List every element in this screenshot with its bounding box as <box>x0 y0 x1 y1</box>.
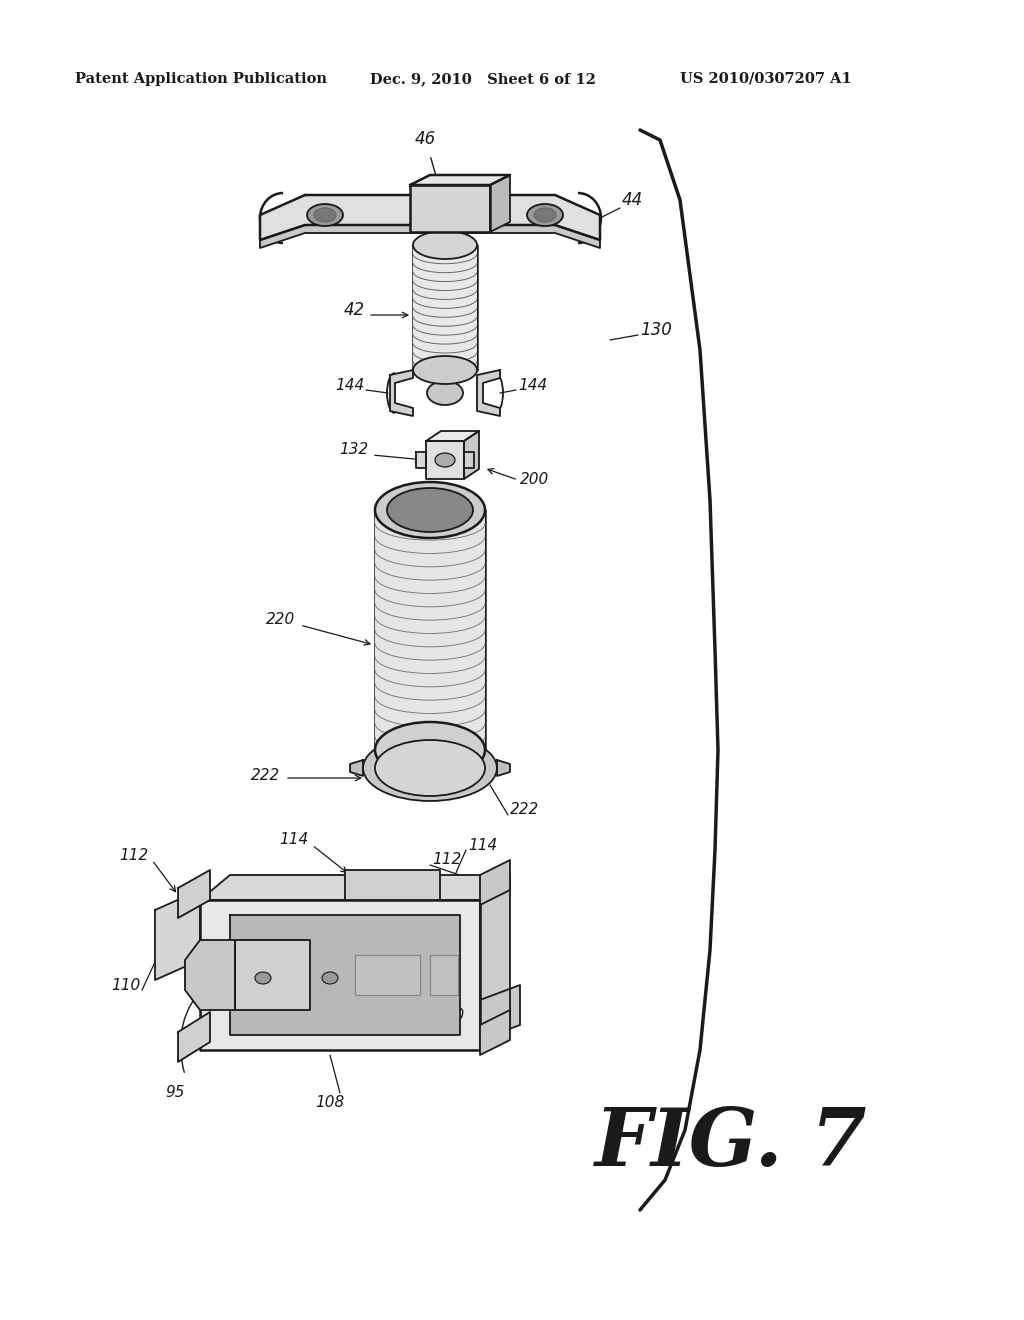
Text: 132: 132 <box>339 442 368 458</box>
Text: US 2010/0307207 A1: US 2010/0307207 A1 <box>680 73 852 86</box>
Text: 114: 114 <box>279 833 308 847</box>
Polygon shape <box>464 451 474 469</box>
Polygon shape <box>426 441 464 479</box>
Text: 114: 114 <box>468 837 498 853</box>
Polygon shape <box>230 915 460 1035</box>
Ellipse shape <box>427 381 463 405</box>
Text: 200: 200 <box>520 473 549 487</box>
Polygon shape <box>413 246 477 370</box>
Polygon shape <box>390 370 413 416</box>
Polygon shape <box>480 861 510 906</box>
Ellipse shape <box>362 735 497 801</box>
Ellipse shape <box>314 209 336 222</box>
Text: 42: 42 <box>344 301 365 319</box>
Text: 46: 46 <box>415 129 435 148</box>
Text: 222: 222 <box>510 803 540 817</box>
Ellipse shape <box>375 741 485 796</box>
Text: 144: 144 <box>336 378 365 392</box>
Polygon shape <box>185 940 234 1010</box>
Ellipse shape <box>322 972 338 983</box>
Polygon shape <box>480 1010 510 1055</box>
Polygon shape <box>490 176 510 232</box>
Polygon shape <box>178 1012 210 1063</box>
Ellipse shape <box>435 453 455 467</box>
Polygon shape <box>426 432 479 441</box>
Ellipse shape <box>375 722 485 777</box>
Polygon shape <box>178 870 210 917</box>
Text: Dec. 9, 2010   Sheet 6 of 12: Dec. 9, 2010 Sheet 6 of 12 <box>370 73 596 86</box>
Ellipse shape <box>255 972 271 983</box>
Text: 130: 130 <box>640 321 672 339</box>
Polygon shape <box>464 432 479 479</box>
Text: 95: 95 <box>165 1085 184 1100</box>
Text: 112: 112 <box>432 853 461 867</box>
Ellipse shape <box>413 231 477 259</box>
Text: 44: 44 <box>622 191 643 209</box>
Polygon shape <box>480 875 510 1049</box>
Polygon shape <box>260 195 600 240</box>
Text: FIG. 7: FIG. 7 <box>595 1105 867 1183</box>
Polygon shape <box>350 760 362 776</box>
Text: 220: 220 <box>266 612 295 627</box>
Text: 108: 108 <box>315 1096 345 1110</box>
Text: 112: 112 <box>119 847 148 862</box>
Text: 144: 144 <box>518 378 547 392</box>
Polygon shape <box>430 954 458 995</box>
Text: Patent Application Publication: Patent Application Publication <box>75 73 327 86</box>
Text: 110: 110 <box>435 1007 464 1023</box>
Polygon shape <box>410 185 490 232</box>
Ellipse shape <box>307 205 343 226</box>
Polygon shape <box>345 870 440 900</box>
Polygon shape <box>200 900 480 1049</box>
Polygon shape <box>477 370 500 416</box>
Ellipse shape <box>413 356 477 384</box>
Polygon shape <box>234 940 310 1010</box>
Polygon shape <box>480 985 520 1040</box>
Polygon shape <box>375 510 485 750</box>
Polygon shape <box>416 451 426 469</box>
Polygon shape <box>260 224 600 248</box>
Text: 222: 222 <box>251 767 280 783</box>
Ellipse shape <box>527 205 563 226</box>
Ellipse shape <box>375 482 485 539</box>
Polygon shape <box>410 176 510 185</box>
Polygon shape <box>200 875 510 900</box>
Polygon shape <box>497 760 510 776</box>
Polygon shape <box>155 890 200 979</box>
Ellipse shape <box>387 488 473 532</box>
Text: 110: 110 <box>111 978 140 993</box>
Polygon shape <box>355 954 420 995</box>
Ellipse shape <box>534 209 556 222</box>
